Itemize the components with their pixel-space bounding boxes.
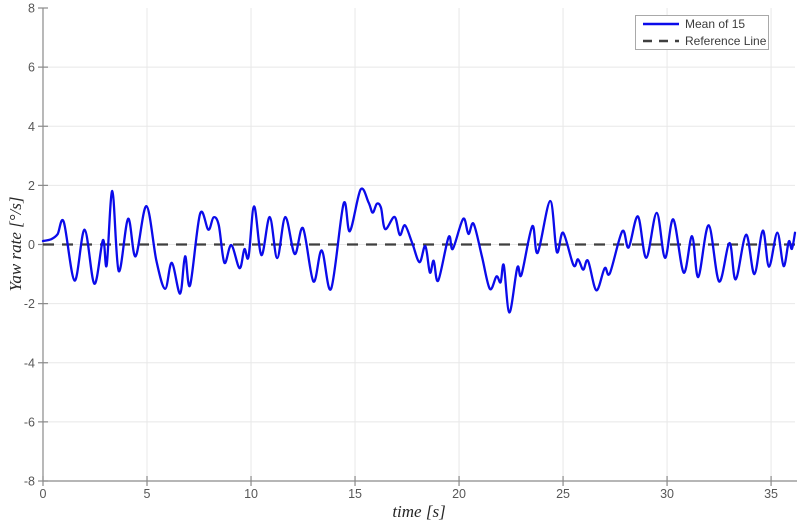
y-tick-label: 2 (28, 179, 35, 193)
x-tick-label: 0 (40, 487, 47, 501)
legend-item-reference: Reference Line (636, 33, 768, 49)
legend-label-reference: Reference Line (685, 33, 767, 48)
x-tick-label: 25 (556, 487, 570, 501)
legend-label-mean: Mean of 15 (685, 17, 746, 32)
legend-item-mean: Mean of 15 (636, 16, 768, 32)
y-tick-label: 4 (28, 120, 35, 134)
y-tick-label: -6 (24, 415, 35, 429)
mean-line (41, 187, 797, 314)
x-tick-label: 15 (348, 487, 362, 501)
y-tick-label: 8 (28, 2, 35, 16)
legend: Mean of 15 Reference Line (635, 15, 769, 50)
x-tick-label: 35 (764, 487, 778, 501)
x-tick-label: 20 (452, 487, 466, 501)
x-tick-label: 5 (144, 487, 151, 501)
legend-line-sample-solid (643, 23, 679, 26)
y-tick-label: -4 (24, 356, 35, 370)
y-tick-label: 0 (28, 238, 35, 252)
x-tick-label: 10 (244, 487, 258, 501)
legend-line-sample-dashed (643, 39, 679, 42)
y-tick-label: 6 (28, 61, 35, 75)
y-tick-label: -2 (24, 297, 35, 311)
y-tick-label: -8 (24, 475, 35, 489)
x-axis-label: time [s] (392, 502, 446, 521)
x-tick-label: 30 (660, 487, 674, 501)
